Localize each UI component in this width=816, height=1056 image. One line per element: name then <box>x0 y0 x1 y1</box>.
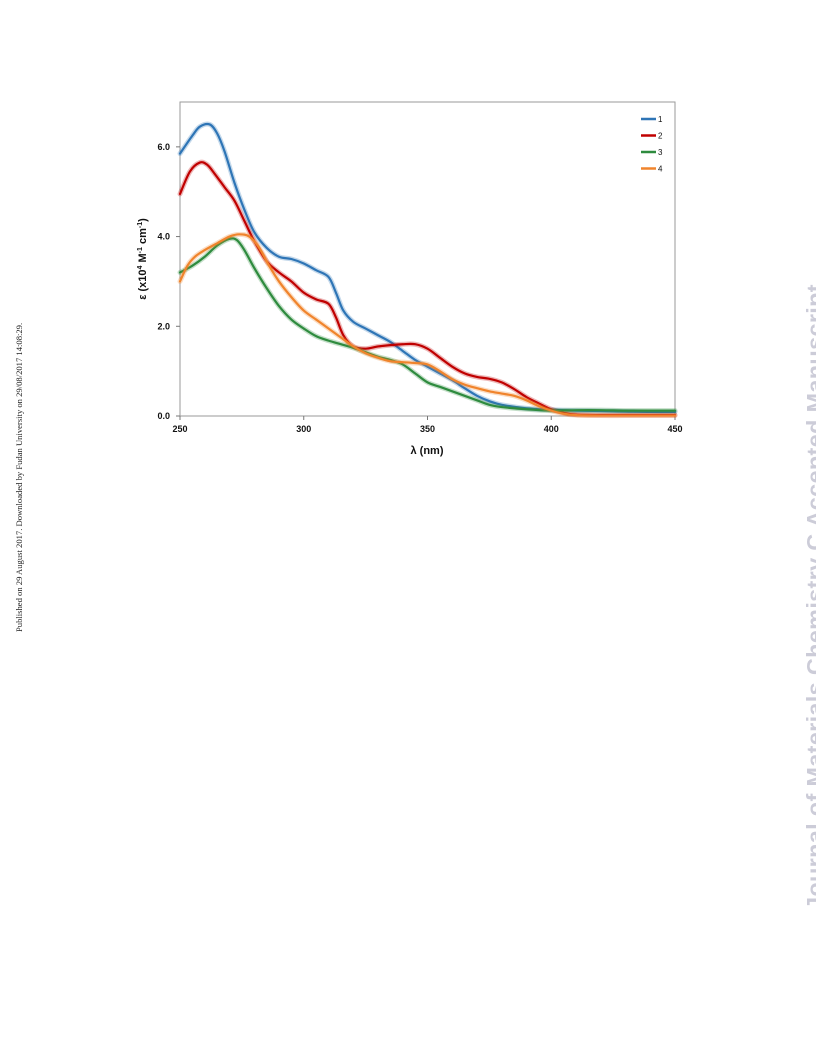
legend: 1 2 3 4 <box>641 115 663 174</box>
x-axis-title: λ (nm) <box>411 445 444 457</box>
y-axis-title-exp1: 4 <box>137 265 144 269</box>
legend-label-1: 1 <box>658 115 663 124</box>
axis-ticks: 250 300 350 400 450 0.0 2.0 4.0 6.0 <box>157 142 682 434</box>
y-axis-title-mid2: cm <box>137 228 149 247</box>
y-tick-label: 0.0 <box>157 411 170 421</box>
y-axis-title: ε (x104 M-1 cm-1) <box>137 218 149 300</box>
y-tick-label: 6.0 <box>157 142 170 152</box>
series-4-halo <box>177 231 678 419</box>
y-axis-title-exp3: -1 <box>137 222 144 228</box>
series-2-halo <box>177 159 678 418</box>
x-tick-label: 350 <box>420 424 435 434</box>
x-tick-label: 250 <box>172 424 187 434</box>
series-layer <box>177 121 678 419</box>
x-tick-label: 300 <box>296 424 311 434</box>
y-tick-label: 4.0 <box>157 232 170 242</box>
x-tick-label: 450 <box>667 424 682 434</box>
legend-label-4: 4 <box>658 165 663 174</box>
series-3-halo <box>177 235 678 414</box>
series-4-line <box>178 233 677 417</box>
legend-label-3: 3 <box>658 148 663 157</box>
y-axis-title-mid: M <box>137 253 149 265</box>
series-2-line <box>178 161 677 417</box>
y-axis-title-base: ε (x10 <box>137 269 149 299</box>
y-axis-title-end: ) <box>137 218 149 222</box>
legend-label-2: 2 <box>658 132 663 141</box>
x-tick-label: 400 <box>544 424 559 434</box>
y-tick-label: 2.0 <box>157 321 170 331</box>
y-axis-title-exp2: -1 <box>137 247 144 253</box>
